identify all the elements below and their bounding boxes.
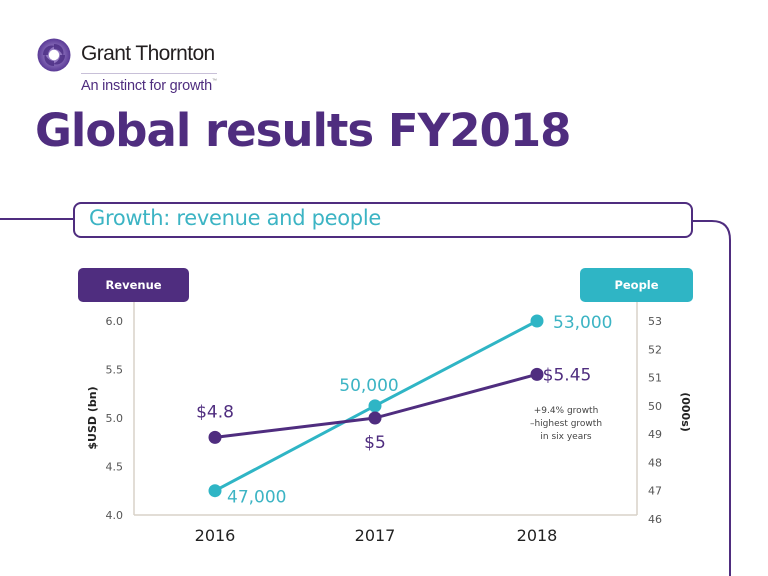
page-title: Global results FY2018 (35, 104, 571, 157)
right-axis-title: (000s) (679, 392, 692, 432)
revenue-axis-pill: Revenue (78, 268, 189, 302)
right-tick-label: 52 (648, 343, 662, 356)
trademark-mark: ™ (212, 78, 217, 84)
left-axis-ticks: 6.0 5.5 5.0 4.5 4.0 (106, 315, 124, 522)
revenue-data-label: $4.8 (196, 402, 234, 422)
right-bracket-line (692, 220, 731, 576)
logo-divider (81, 73, 217, 74)
annotation-line: +9.4% growth (534, 406, 599, 416)
logo-tagline: An instinct for growth™ (81, 78, 217, 94)
left-tick-label: 4.0 (106, 509, 124, 522)
right-tick-label: 48 (648, 456, 662, 469)
people-data-point (368, 399, 382, 413)
right-tick-label: 51 (648, 372, 662, 385)
revenue-data-point (530, 367, 544, 381)
growth-annotation: +9.4% growth –highest growth in six years (530, 406, 602, 442)
right-tick-label: 53 (648, 315, 662, 328)
logo-wordmark: Grant Thornton (81, 42, 215, 65)
right-axis-ticks: 53 52 51 50 49 48 47 46 (648, 315, 662, 526)
annotation-line: in six years (540, 432, 592, 442)
left-axis-title: $USD (bn) (86, 386, 99, 449)
people-data-point (208, 484, 222, 498)
x-category-label: 2017 (355, 526, 396, 545)
left-tick-label: 6.0 (106, 315, 124, 328)
left-tick-label: 4.5 (106, 461, 124, 474)
revenue-data-point (208, 430, 222, 444)
revenue-data-label: $5 (364, 433, 386, 453)
left-tick-label: 5.5 (106, 364, 124, 377)
logo-tagline-text: An instinct for growth (81, 78, 212, 94)
right-tick-label: 50 (648, 400, 662, 413)
people-data-label: 53,000 (553, 313, 612, 333)
annotation-line: –highest growth (530, 419, 602, 429)
revenue-data-point (368, 411, 382, 425)
people-axis-pill: People (580, 268, 693, 302)
right-tick-label: 49 (648, 428, 662, 441)
category-labels: 2016 2017 2018 (195, 526, 558, 545)
series-lines (208, 314, 544, 498)
right-tick-label: 46 (648, 513, 662, 526)
left-tick-label: 5.0 (106, 412, 124, 425)
x-category-label: 2018 (517, 526, 558, 545)
section-header-box (73, 202, 693, 238)
data-labels: $4.8 $5 $5.45 47,000 50,000 53,000 (196, 313, 612, 508)
revenue-data-label: $5.45 (543, 365, 592, 385)
logo-swirl-icon (37, 38, 71, 72)
people-data-label: 47,000 (227, 488, 286, 508)
people-data-label: 50,000 (339, 376, 398, 396)
x-category-label: 2016 (195, 526, 236, 545)
section-title: Growth: revenue and people (89, 206, 381, 230)
grant-thornton-logo: Grant Thornton An instinct for growth™ (37, 38, 227, 98)
people-data-point (530, 314, 544, 328)
right-tick-label: 47 (648, 485, 662, 498)
chart-axes (133, 301, 638, 516)
